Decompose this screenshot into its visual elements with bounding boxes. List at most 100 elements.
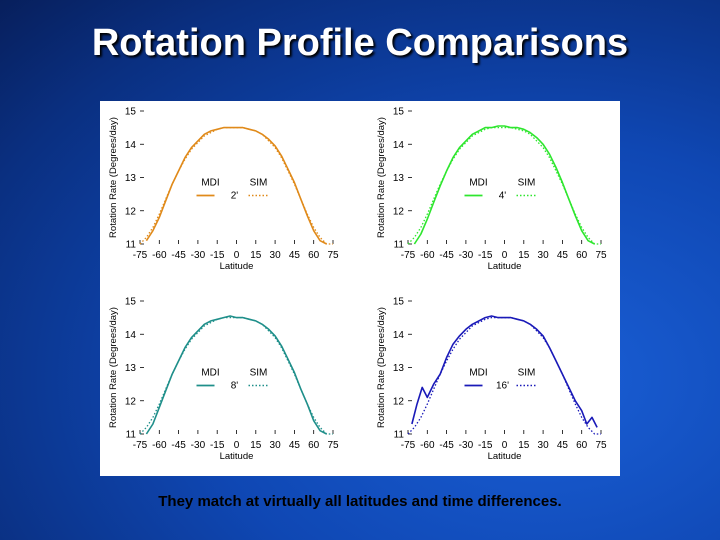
y-tick-label: 13 (393, 173, 405, 184)
slide-caption: They match at virtually all latitudes an… (158, 493, 562, 510)
x-tick-label: -30 (191, 440, 206, 451)
series-line-mdi (145, 315, 327, 435)
x-tick-label: 60 (576, 250, 588, 261)
figure-panel: 11 12 13 14 15 -75 -60 -45 -30 -15 0 15 30 45 60 75 Lati… (100, 101, 620, 476)
y-tick-label: 14 (393, 330, 405, 341)
y-tick-label: 15 (125, 297, 137, 308)
chart-3: 11 12 13 14 15 -75 -60 -45 -30 -15 0 15 30 45 60 75 Lati… (108, 297, 339, 463)
x-tick-label: -75 (401, 250, 416, 261)
x-tick-label: -45 (439, 440, 454, 451)
x-tick-label: -75 (133, 250, 148, 261)
legend-label-sim: SIM (250, 178, 268, 189)
chart-1: 11 12 13 14 15 -75 -60 -45 -30 -15 0 15 30 45 60 75 Lati… (108, 107, 339, 273)
x-tick-label: -60 (420, 440, 435, 451)
y-tick-label: 11 (126, 430, 137, 441)
x-tick-label: -15 (478, 440, 493, 451)
x-tick-label: 30 (538, 440, 550, 451)
x-tick-label: 75 (595, 250, 607, 261)
x-tick-label: -15 (210, 440, 225, 451)
y-tick-label: 12 (393, 396, 405, 407)
series-line-mdi (411, 315, 598, 428)
y-tick-label: 14 (125, 330, 137, 341)
x-tick-label: 45 (289, 440, 301, 451)
x-tick-label: -75 (401, 440, 416, 451)
y-tick-label: 15 (393, 107, 405, 118)
x-tick-label: 30 (538, 250, 550, 261)
y-tick-label: 14 (393, 140, 405, 151)
chart-2: 11 12 13 14 15 -75 -60 -45 -30 -15 0 15 30 45 60 75 Lati… (376, 107, 607, 273)
x-tick-label: 30 (270, 250, 282, 261)
x-tick-label: 75 (327, 250, 339, 261)
legend-label-sim: SIM (250, 368, 268, 379)
y-axis-label: Rotation Rate (Degrees/day) (376, 117, 387, 238)
y-tick-label: 13 (393, 363, 405, 374)
y-tick-label: 11 (394, 430, 405, 441)
series-line-sim (139, 126, 333, 245)
legend-label-mdi: MDI (201, 368, 219, 379)
x-tick-label: -60 (152, 250, 167, 261)
series-line-sim (407, 316, 601, 435)
y-tick-label: 12 (393, 206, 405, 217)
x-tick-label: 60 (576, 440, 588, 451)
x-axis-label: Latitude (220, 261, 254, 272)
legend-label-mdi: MDI (201, 178, 219, 189)
x-axis-label: Latitude (220, 451, 254, 462)
x-tick-label: 75 (595, 440, 607, 451)
x-tick-label: -45 (171, 250, 186, 261)
x-tick-label: 30 (270, 440, 282, 451)
y-tick-label: 11 (394, 240, 405, 251)
legend-time-label: 8' (231, 381, 239, 392)
slide-title: Rotation Profile Comparisons (91, 22, 629, 64)
x-tick-label: 45 (557, 250, 569, 261)
x-tick-label: 0 (502, 440, 508, 451)
x-tick-label: 45 (557, 440, 569, 451)
y-tick-label: 14 (125, 140, 137, 151)
y-tick-label: 15 (393, 297, 405, 308)
chart-4: 11 12 13 14 15 -75 -60 -45 -30 -15 0 15 30 45 60 75 Lati… (376, 297, 607, 463)
x-tick-label: 0 (502, 250, 508, 261)
y-tick-label: 11 (126, 240, 137, 251)
series-line-mdi (145, 126, 327, 245)
x-tick-label: 15 (518, 250, 530, 261)
x-tick-label: 0 (234, 440, 240, 451)
x-tick-label: 60 (308, 250, 320, 261)
legend-time-label: 2' (231, 191, 239, 202)
rotation-profile-charts: 11 12 13 14 15 -75 -60 -45 -30 -15 0 15 30 45 60 75 Lati… (108, 107, 607, 463)
y-tick-label: 13 (125, 363, 137, 374)
legend-label-sim: SIM (518, 368, 536, 379)
x-tick-label: -45 (171, 440, 186, 451)
y-axis-label: Rotation Rate (Degrees/day) (376, 307, 387, 428)
legend-label-mdi: MDI (469, 178, 487, 189)
x-axis-label: Latitude (488, 261, 522, 272)
x-tick-label: 45 (289, 250, 301, 261)
legend-label-sim: SIM (518, 178, 536, 189)
x-tick-label: -15 (478, 250, 493, 261)
y-axis-label: Rotation Rate (Degrees/day) (108, 307, 119, 428)
x-tick-label: -30 (459, 440, 474, 451)
x-tick-label: -75 (133, 440, 148, 451)
x-tick-label: -60 (420, 250, 435, 261)
series-line-mdi (413, 125, 595, 245)
x-tick-label: 15 (518, 440, 530, 451)
x-tick-label: 15 (250, 440, 262, 451)
x-tick-label: -45 (439, 250, 454, 261)
series-line-sim (139, 316, 333, 435)
x-tick-label: 60 (308, 440, 320, 451)
x-tick-label: 0 (234, 250, 240, 261)
x-tick-label: 75 (327, 440, 339, 451)
x-tick-label: -30 (191, 250, 206, 261)
y-tick-label: 15 (125, 107, 137, 118)
x-tick-label: 15 (250, 250, 262, 261)
x-tick-label: -60 (152, 440, 167, 451)
y-axis-label: Rotation Rate (Degrees/day) (108, 117, 119, 238)
x-tick-label: -15 (210, 250, 225, 261)
y-tick-label: 12 (125, 206, 137, 217)
series-line-sim (407, 126, 601, 245)
legend-label-mdi: MDI (469, 368, 487, 379)
y-tick-label: 13 (125, 173, 137, 184)
legend-time-label: 4' (499, 191, 507, 202)
x-axis-label: Latitude (488, 451, 522, 462)
y-tick-label: 12 (125, 396, 137, 407)
legend-time-label: 16' (496, 381, 509, 392)
x-tick-label: -30 (459, 250, 474, 261)
